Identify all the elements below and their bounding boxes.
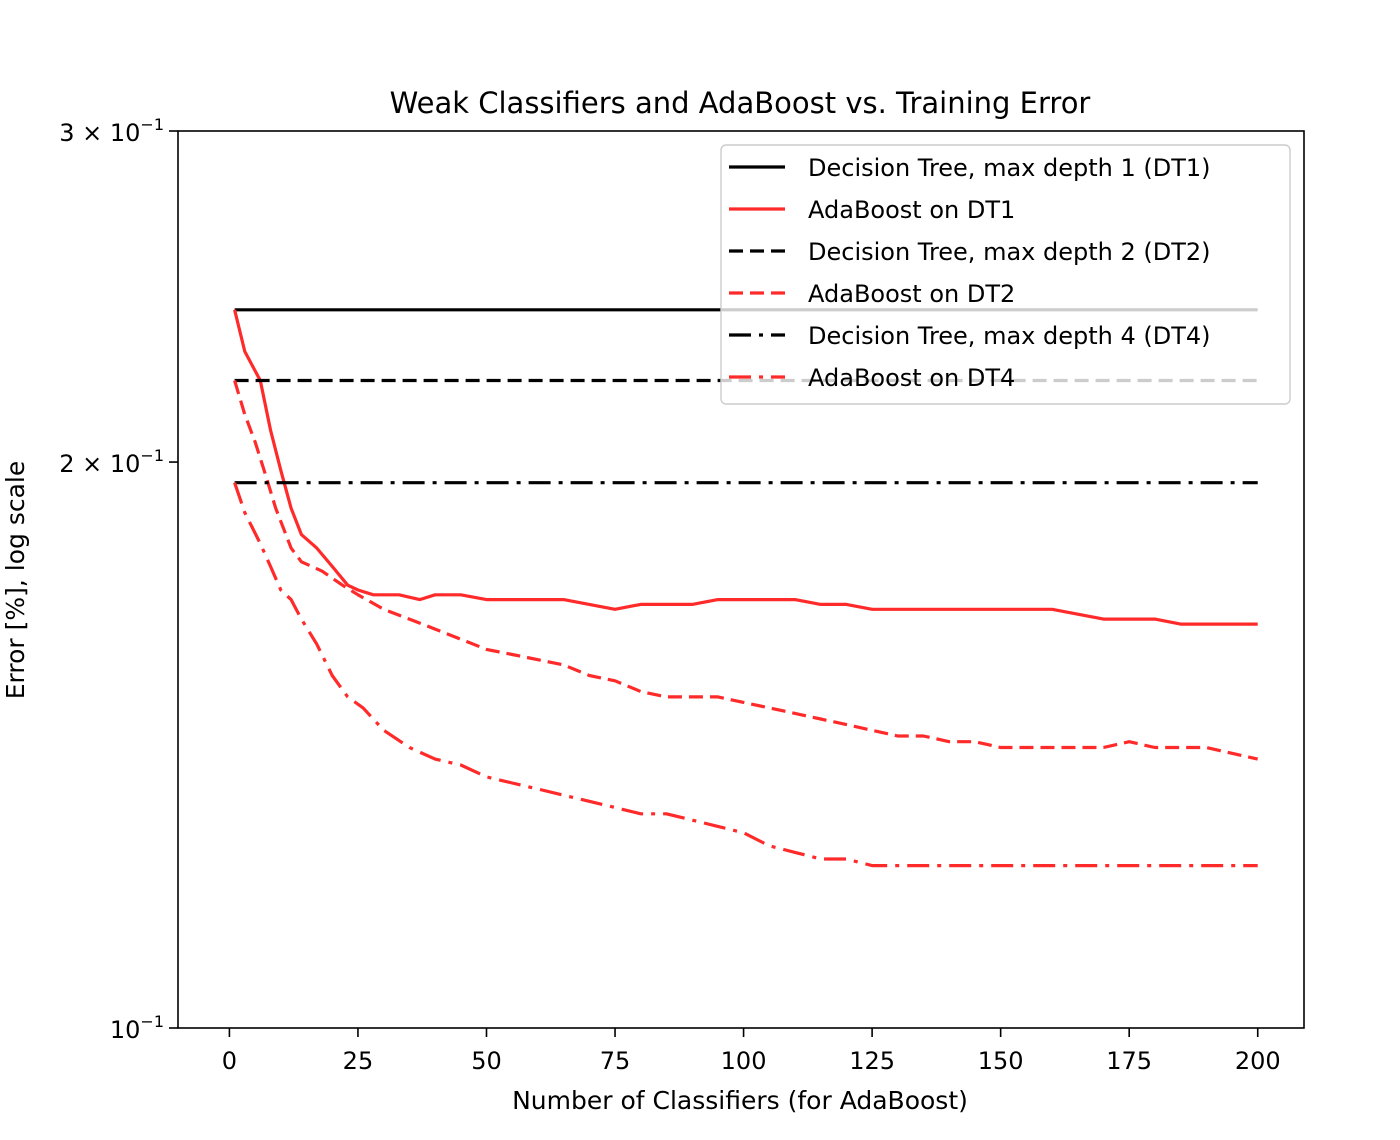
y-tick-label: 10−1	[110, 1012, 164, 1044]
x-tick-label: 75	[600, 1047, 631, 1075]
series-line-2	[233, 309, 1258, 626]
x-tick-label: 175	[1106, 1047, 1152, 1075]
legend-label: AdaBoost on DT2	[808, 280, 1015, 308]
legend-box	[720, 144, 1291, 405]
x-axis: 0 25 50 75 100 125 150 175 200	[222, 1028, 1281, 1075]
plot-frame	[177, 130, 1305, 1029]
series-line-6	[233, 482, 1258, 868]
x-tick-label: 200	[1235, 1047, 1281, 1075]
x-tick-label: 25	[343, 1047, 374, 1075]
legend-label: Decision Tree, max depth 4 (DT4)	[808, 322, 1211, 350]
legend: Decision Tree, max depth 1 (DT1) AdaBoost…	[720, 144, 1291, 405]
x-tick-label: 0	[222, 1047, 237, 1075]
x-tick-label: 150	[978, 1047, 1024, 1075]
series-line-4	[233, 380, 1259, 761]
chart-title: Weak Classifiers and AdaBoost vs. Traini…	[390, 86, 1091, 120]
y-tick-label: 3 × 10−1	[59, 115, 164, 147]
y-axis: 10−1 2 × 10−1 3 × 10−1	[59, 115, 178, 1044]
x-tick-label: 100	[721, 1047, 767, 1075]
legend-label: AdaBoost on DT4	[808, 364, 1015, 392]
legend-label: Decision Tree, max depth 1 (DT1)	[808, 154, 1211, 182]
legend-label: AdaBoost on DT1	[808, 196, 1015, 224]
y-axis-label: Error [%], log scale	[1, 461, 30, 700]
legend-label: Decision Tree, max depth 2 (DT2)	[808, 238, 1211, 266]
x-tick-label: 125	[849, 1047, 895, 1075]
y-tick-label: 2 × 10−1	[59, 446, 164, 478]
x-tick-label: 50	[471, 1047, 502, 1075]
x-axis-label: Number of Classifiers (for AdaBoost)	[512, 1086, 968, 1115]
